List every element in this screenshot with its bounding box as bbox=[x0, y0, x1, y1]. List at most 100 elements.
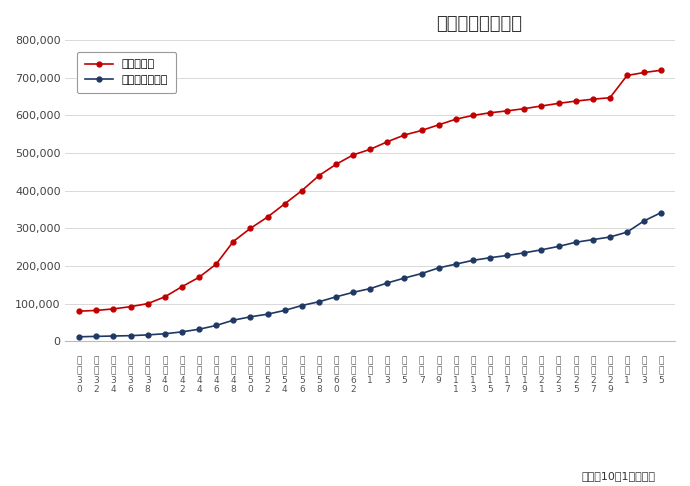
世帯数［世帯］ bbox=[297, 303, 306, 309]
人口［人］ bbox=[229, 239, 237, 244]
Text: 平
成
2
3: 平 成 2 3 bbox=[555, 356, 562, 395]
世帯数［世帯］ bbox=[161, 331, 169, 337]
Text: 昭
和
3
4: 昭 和 3 4 bbox=[110, 356, 117, 395]
Text: 昭
和
5
0: 昭 和 5 0 bbox=[248, 356, 253, 395]
人口［人］ bbox=[452, 116, 460, 122]
Text: 昭
和
3
6: 昭 和 3 6 bbox=[128, 356, 133, 395]
人口［人］ bbox=[366, 146, 375, 152]
Text: 昭
和
4
2: 昭 和 4 2 bbox=[179, 356, 185, 395]
世帯数［世帯］ bbox=[538, 247, 546, 253]
世帯数［世帯］ bbox=[178, 329, 186, 335]
世帯数［世帯］ bbox=[366, 286, 375, 292]
人口［人］ bbox=[469, 112, 477, 118]
Text: 平
成
5: 平 成 5 bbox=[402, 356, 407, 385]
Text: 平
成
2
7: 平 成 2 7 bbox=[590, 356, 595, 395]
世帯数［世帯］ bbox=[400, 275, 408, 281]
世帯数［世帯］ bbox=[126, 333, 135, 339]
人口［人］ bbox=[195, 275, 203, 280]
Text: 人口と世帯の推移: 人口と世帯の推移 bbox=[437, 15, 522, 33]
Text: 平
成
1
7: 平 成 1 7 bbox=[504, 356, 510, 395]
世帯数［世帯］ bbox=[144, 332, 152, 338]
Text: 昭
和
5
8: 昭 和 5 8 bbox=[316, 356, 322, 395]
世帯数［世帯］ bbox=[503, 253, 511, 259]
人口［人］ bbox=[606, 95, 614, 101]
Text: 平
成
1: 平 成 1 bbox=[367, 356, 373, 385]
世帯数［世帯］ bbox=[417, 271, 426, 277]
Text: 平
成
3: 平 成 3 bbox=[384, 356, 391, 385]
Text: 平
成
7: 平 成 7 bbox=[419, 356, 424, 385]
世帯数［世帯］ bbox=[571, 240, 580, 245]
Text: 昭
和
3
0: 昭 和 3 0 bbox=[77, 356, 82, 395]
Text: 平
成
1
9: 平 成 1 9 bbox=[522, 356, 527, 395]
世帯数［世帯］ bbox=[195, 326, 203, 332]
人口［人］ bbox=[555, 101, 563, 106]
世帯数［世帯］ bbox=[92, 333, 101, 339]
Text: 平
成
1
1: 平 成 1 1 bbox=[453, 356, 459, 395]
世帯数［世帯］ bbox=[383, 280, 391, 286]
世帯数［世帯］ bbox=[332, 294, 340, 300]
人口［人］ bbox=[383, 139, 391, 145]
人口［人］ bbox=[178, 284, 186, 290]
人口［人］ bbox=[161, 294, 169, 300]
Text: 昭
和
4
0: 昭 和 4 0 bbox=[162, 356, 168, 395]
Text: 昭
和
5
2: 昭 和 5 2 bbox=[265, 356, 270, 395]
Line: 人口［人］: 人口［人］ bbox=[77, 68, 664, 313]
人口［人］ bbox=[589, 96, 597, 102]
人口［人］ bbox=[417, 127, 426, 133]
人口［人］ bbox=[144, 301, 152, 307]
世帯数［世帯］ bbox=[229, 317, 237, 323]
世帯数［世帯］ bbox=[640, 218, 649, 224]
Text: 平
成
1
3: 平 成 1 3 bbox=[470, 356, 476, 395]
Text: 平
成
2
1: 平 成 2 1 bbox=[539, 356, 544, 395]
世帯数［世帯］ bbox=[486, 255, 494, 260]
世帯数［世帯］ bbox=[520, 250, 529, 256]
世帯数［世帯］ bbox=[315, 299, 323, 305]
Text: 平
成
2
9: 平 成 2 9 bbox=[607, 356, 613, 395]
世帯数［世帯］ bbox=[75, 334, 83, 340]
人口［人］ bbox=[109, 306, 117, 312]
Text: 昭
和
6
0: 昭 和 6 0 bbox=[333, 356, 339, 395]
人口［人］ bbox=[75, 308, 83, 314]
Text: 平
成
2
5: 平 成 2 5 bbox=[573, 356, 579, 395]
人口［人］ bbox=[400, 132, 408, 138]
世帯数［世帯］ bbox=[606, 234, 614, 240]
世帯数［世帯］ bbox=[555, 243, 563, 249]
Text: 平
成
1
5: 平 成 1 5 bbox=[487, 356, 493, 395]
世帯数［世帯］ bbox=[589, 237, 597, 243]
Text: 昭
和
4
6: 昭 和 4 6 bbox=[213, 356, 219, 395]
人口［人］ bbox=[212, 261, 220, 267]
世帯数［世帯］ bbox=[109, 333, 117, 339]
人口［人］ bbox=[538, 103, 546, 109]
Line: 世帯数［世帯］: 世帯数［世帯］ bbox=[77, 210, 664, 339]
世帯数［世帯］ bbox=[212, 323, 220, 329]
Text: 昭
和
5
4: 昭 和 5 4 bbox=[282, 356, 288, 395]
Text: 令
和
1: 令 和 1 bbox=[624, 356, 630, 385]
人口［人］ bbox=[486, 110, 494, 116]
人口［人］ bbox=[246, 226, 255, 231]
人口［人］ bbox=[264, 214, 272, 220]
世帯数［世帯］ bbox=[435, 265, 443, 271]
世帯数［世帯］ bbox=[469, 258, 477, 263]
人口［人］ bbox=[520, 106, 529, 112]
Text: 昭
和
3
8: 昭 和 3 8 bbox=[145, 356, 150, 395]
Text: 昭
和
5
6: 昭 和 5 6 bbox=[299, 356, 304, 395]
人口［人］ bbox=[92, 308, 101, 313]
世帯数［世帯］ bbox=[452, 261, 460, 267]
人口［人］ bbox=[623, 72, 631, 78]
Text: 昭
和
3
2: 昭 和 3 2 bbox=[93, 356, 99, 395]
人口［人］ bbox=[571, 98, 580, 104]
Text: 昭
和
4
4: 昭 和 4 4 bbox=[196, 356, 202, 395]
Text: 昭
和
6
2: 昭 和 6 2 bbox=[351, 356, 356, 395]
人口［人］ bbox=[297, 188, 306, 193]
Legend: 人口［人］, 世帯数［世帯］: 人口［人］, 世帯数［世帯］ bbox=[77, 52, 176, 93]
人口［人］ bbox=[640, 69, 649, 75]
人口［人］ bbox=[657, 68, 665, 73]
世帯数［世帯］ bbox=[657, 209, 665, 215]
世帯数［世帯］ bbox=[623, 229, 631, 235]
人口［人］ bbox=[315, 173, 323, 178]
人口［人］ bbox=[281, 201, 289, 207]
Text: 平
成
9: 平 成 9 bbox=[436, 356, 442, 385]
Text: 昭
和
4
8: 昭 和 4 8 bbox=[230, 356, 236, 395]
人口［人］ bbox=[503, 108, 511, 114]
人口［人］ bbox=[332, 161, 340, 167]
